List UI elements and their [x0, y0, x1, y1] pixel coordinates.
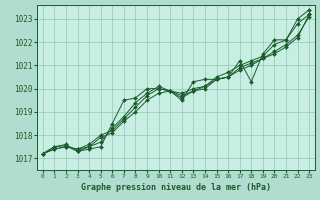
X-axis label: Graphe pression niveau de la mer (hPa): Graphe pression niveau de la mer (hPa) — [81, 183, 271, 192]
